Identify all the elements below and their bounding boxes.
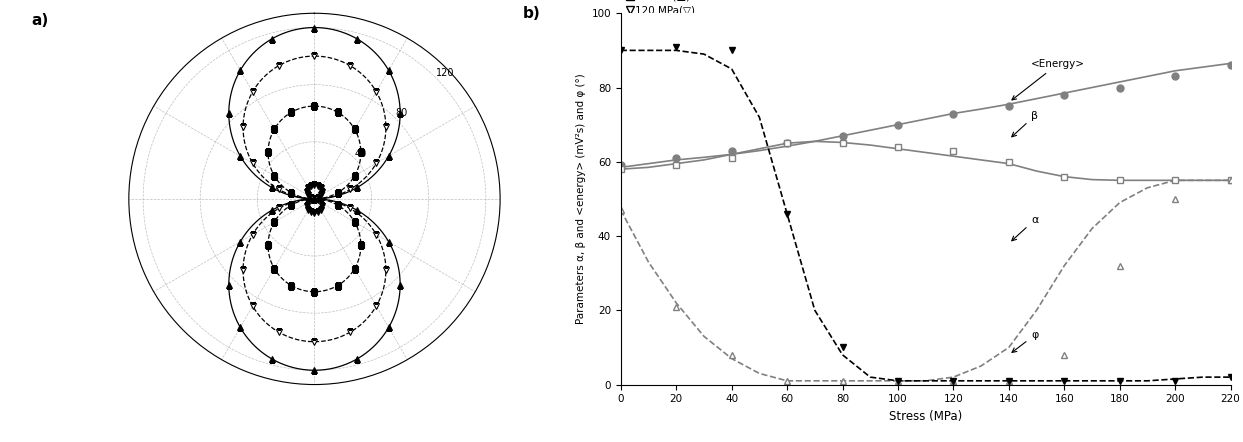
Legend: 0 MPa(▾), 60 MPa(■), 120 MPa(▽), 220 MPa(▲): 0 MPa(▾), 60 MPa(■), 120 MPa(▽), 220 MPa… xyxy=(624,0,699,33)
Text: b): b) xyxy=(523,6,541,21)
Text: <Energy>: <Energy> xyxy=(1012,59,1085,100)
Text: a): a) xyxy=(31,13,48,28)
Text: β: β xyxy=(1012,111,1038,137)
X-axis label: Stress (MPa): Stress (MPa) xyxy=(889,410,962,423)
Text: α: α xyxy=(1012,215,1038,241)
Text: φ: φ xyxy=(1012,330,1038,352)
Y-axis label: Parameters α, β and <energy> (mV²s) and φ (°): Parameters α, β and <energy> (mV²s) and … xyxy=(576,73,585,324)
